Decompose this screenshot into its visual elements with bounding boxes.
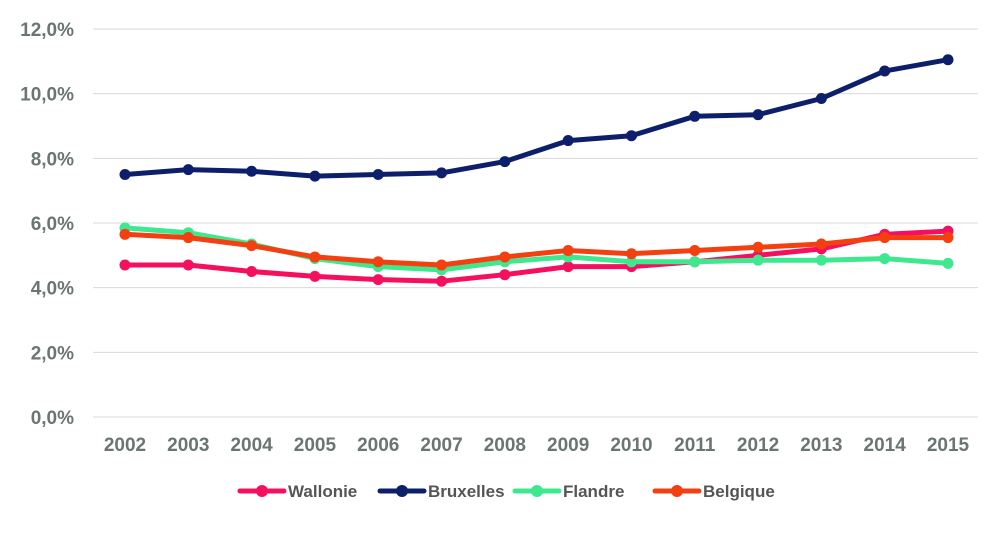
- x-tick-label: 2004: [230, 435, 273, 456]
- y-tick-label: 8,0%: [31, 149, 74, 170]
- data-point: [436, 275, 448, 287]
- x-tick-label: 2013: [800, 435, 842, 456]
- data-point: [689, 256, 701, 268]
- data-point: [562, 244, 574, 256]
- data-point: [562, 261, 574, 273]
- y-tick-label: 0,0%: [31, 408, 74, 429]
- x-tick-label: 2012: [737, 435, 779, 456]
- data-point: [372, 256, 384, 268]
- legend-marker: [531, 485, 543, 497]
- x-tick-label: 2010: [610, 435, 652, 456]
- data-point: [499, 251, 511, 263]
- gridlines: [93, 28, 978, 418]
- x-axis: 2002 2003 2004 2005 2006 2007 2008 2009 2010 2011…: [104, 435, 970, 456]
- data-point: [942, 232, 954, 244]
- x-tick-label: 2007: [420, 435, 462, 456]
- legend-marker: [671, 485, 683, 497]
- data-point: [625, 256, 637, 268]
- data-point: [879, 253, 891, 265]
- legend-marker: [256, 485, 268, 497]
- data-point: [815, 93, 827, 105]
- data-point: [309, 170, 321, 182]
- data-point: [246, 240, 258, 252]
- data-point: [752, 254, 764, 266]
- data-point: [119, 228, 131, 240]
- x-tick-label: 2002: [104, 435, 146, 456]
- data-point: [246, 165, 258, 177]
- data-point: [182, 164, 194, 176]
- data-point: [499, 156, 511, 168]
- series-line: [122, 228, 951, 284]
- legend-label: Wallonie: [288, 482, 357, 501]
- data-point: [689, 110, 701, 122]
- y-tick-label: 4,0%: [31, 279, 74, 300]
- x-tick-label: 2006: [357, 435, 399, 456]
- data-point: [689, 244, 701, 256]
- data-point: [372, 169, 384, 180]
- data-point: [309, 251, 321, 263]
- y-tick-label: 12,0%: [20, 20, 74, 41]
- y-tick-label: 6,0%: [31, 214, 74, 235]
- legend-item-bruxelles: Bruxelles: [377, 482, 505, 501]
- series-layer: [119, 54, 954, 287]
- x-tick-label: 2009: [547, 435, 589, 456]
- data-point: [436, 259, 448, 271]
- series-bruxelles: [119, 54, 954, 182]
- data-point: [752, 109, 764, 121]
- data-point: [562, 135, 574, 147]
- data-point: [182, 232, 194, 244]
- data-point: [879, 232, 891, 244]
- legend-marker: [396, 485, 408, 497]
- x-tick-label: 2014: [864, 435, 907, 456]
- legend-label: Bruxelles: [428, 482, 505, 501]
- data-point: [182, 259, 194, 271]
- data-point: [499, 269, 511, 281]
- series-belgique: [119, 228, 954, 271]
- legend-label: Flandre: [563, 482, 624, 501]
- data-point: [752, 241, 764, 253]
- data-point: [436, 167, 448, 179]
- legend-item-flandre: Flandre: [512, 482, 624, 501]
- data-point: [942, 54, 954, 66]
- legend-item-wallonie: Wallonie: [237, 482, 357, 501]
- data-point: [309, 270, 321, 282]
- legend-item-belgique: Belgique: [652, 482, 775, 501]
- y-axis: 0,0% 2,0% 4,0% 6,0% 8,0% 10,0% 12,0%: [20, 20, 74, 429]
- data-point: [372, 274, 384, 286]
- data-point: [119, 259, 131, 271]
- legend: Wallonie Bruxelles Flandre Belgique: [237, 482, 775, 501]
- series-line: [122, 231, 951, 268]
- x-tick-label: 2011: [674, 435, 716, 456]
- x-tick-label: 2003: [167, 435, 209, 456]
- legend-label: Belgique: [703, 482, 775, 501]
- x-tick-label: 2008: [484, 435, 526, 456]
- data-point: [246, 266, 258, 277]
- data-point: [815, 254, 827, 266]
- data-point: [815, 238, 827, 250]
- data-point: [942, 257, 954, 269]
- x-tick-label: 2015: [927, 435, 970, 456]
- x-tick-label: 2005: [294, 435, 337, 456]
- series-line: [122, 57, 951, 179]
- data-point: [119, 169, 131, 180]
- data-point: [879, 65, 891, 77]
- data-point: [625, 130, 637, 142]
- y-tick-label: 2,0%: [31, 343, 74, 364]
- y-tick-label: 10,0%: [20, 85, 74, 106]
- data-point: [625, 248, 637, 260]
